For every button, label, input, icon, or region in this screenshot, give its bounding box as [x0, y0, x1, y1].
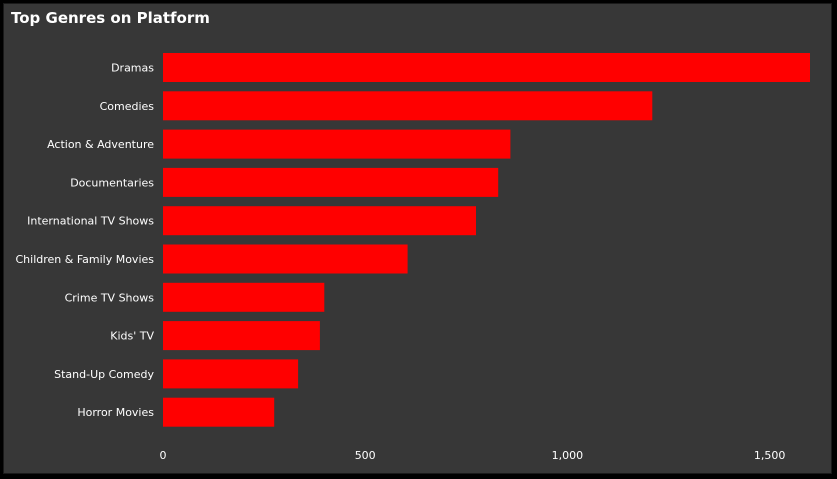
- bar: [163, 206, 476, 236]
- x-tick-label: 1,500: [754, 449, 786, 462]
- chart-title: Top Genres on Platform: [11, 9, 210, 27]
- bar: [163, 282, 325, 312]
- category-label: Stand-Up Comedy: [54, 368, 154, 381]
- bar: [163, 53, 810, 82]
- category-label: Children & Family Movies: [15, 253, 154, 266]
- category-label: Comedies: [100, 100, 155, 113]
- bar: [163, 167, 499, 197]
- bar: [163, 359, 299, 389]
- bar: [163, 321, 320, 351]
- x-tick-label: 500: [355, 449, 376, 462]
- x-tick-labels-group: 0 500 1,000 1,500: [160, 449, 786, 462]
- category-label: Action & Adventure: [47, 138, 154, 151]
- x-tick-label: 0: [160, 449, 167, 462]
- category-label: Documentaries: [70, 176, 154, 189]
- category-label: Crime TV Shows: [65, 291, 155, 304]
- bar: [163, 244, 408, 274]
- bars-group: [163, 53, 810, 427]
- x-tick-label: 1,000: [552, 449, 584, 462]
- bar: [163, 129, 511, 159]
- category-label: Horror Movies: [77, 406, 154, 419]
- category-labels-group: Dramas Comedies Action & Adventure Document…: [15, 62, 154, 420]
- category-label: Dramas: [111, 62, 154, 75]
- category-label: International TV Shows: [27, 215, 154, 228]
- bar: [163, 91, 653, 121]
- bar: [163, 397, 275, 427]
- category-label: Kids' TV: [110, 330, 154, 343]
